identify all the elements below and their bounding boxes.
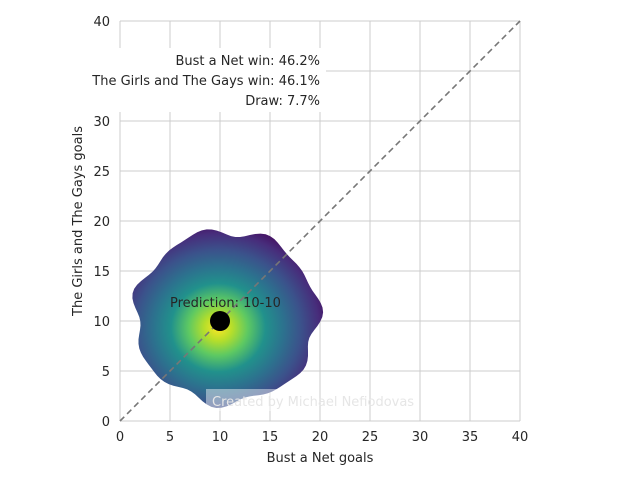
x-tick-label: 0 [116, 430, 124, 445]
y-tick-label: 0 [102, 415, 110, 430]
y-tick-label: 25 [93, 165, 110, 180]
y-tick-label: 40 [93, 15, 110, 30]
watermark-background [206, 389, 280, 411]
prediction-point [210, 311, 230, 331]
y-tick-label: 30 [93, 115, 110, 130]
x-tick-label: 40 [512, 430, 529, 445]
probability-line: Draw: 7.7% [245, 94, 320, 109]
y-tick-label: 15 [93, 265, 110, 280]
x-tick-label: 20 [312, 430, 329, 445]
x-axis-label: Bust a Net goals [267, 451, 374, 466]
x-tick-label: 35 [462, 430, 479, 445]
probabilities-box: Bust a Net win: 46.2% The Girls and The G… [76, 48, 326, 112]
x-tick-label: 25 [362, 430, 379, 445]
x-tick-label: 15 [262, 430, 279, 445]
probability-line: Bust a Net win: 46.2% [175, 54, 320, 69]
prediction-label: Prediction: 10-10 [170, 296, 281, 311]
y-axis-label: The Girls and The Gays goals [71, 126, 86, 317]
x-tick-label: 30 [412, 430, 429, 445]
y-tick-label: 5 [102, 365, 110, 380]
x-ticks: 0 5 10 15 20 25 30 35 40 [116, 430, 528, 445]
probabilities-background [76, 48, 326, 112]
y-tick-label: 20 [93, 215, 110, 230]
watermark: Created by Michael Nefiodovas [212, 395, 414, 410]
x-tick-label: 5 [166, 430, 174, 445]
y-tick-label: 10 [93, 315, 110, 330]
probability-line: The Girls and The Gays win: 46.1% [91, 74, 320, 89]
x-tick-label: 10 [212, 430, 229, 445]
diagonal-line [119, 20, 521, 422]
